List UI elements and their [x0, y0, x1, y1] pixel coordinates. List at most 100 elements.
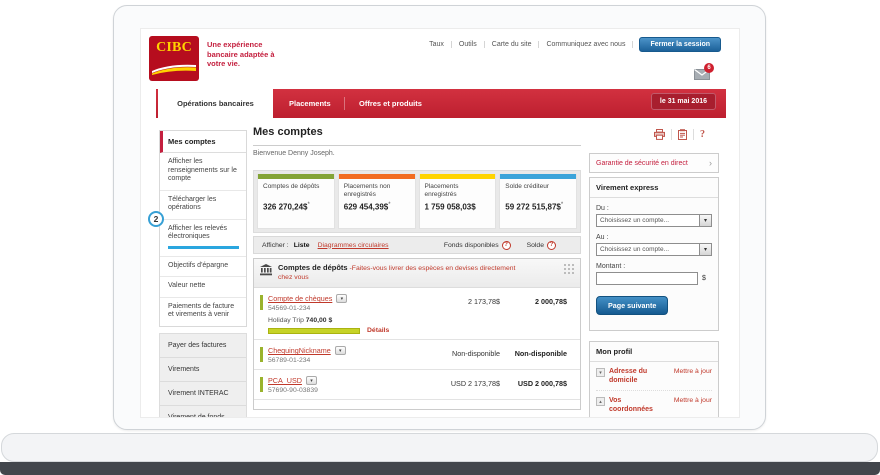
funds-available-value: Non-disponible	[452, 349, 500, 358]
from-account-select[interactable]: Choisissez un compte... ▾	[596, 214, 712, 227]
sidebar-item-renseignements[interactable]: Afficher les renseignements sur le compt…	[160, 153, 246, 191]
tab-offres-et-produits[interactable]: Offres et produits	[359, 99, 422, 108]
account-dropdown-button[interactable]: ▾	[305, 376, 317, 385]
primary-nav: Opérations bancaires Placements Offres e…	[156, 89, 726, 118]
contact-info-link[interactable]: Vos coordonnées	[609, 397, 653, 413]
deposit-accounts-section: Comptes de dépôts -Faites-vous livrer de…	[253, 258, 581, 410]
balance-value: Non-disponible	[514, 349, 567, 358]
tab-operations-bancaires[interactable]: Opérations bancaires	[158, 89, 273, 118]
funds-help-icon[interactable]: ?	[501, 240, 511, 250]
card-color-bar	[500, 174, 576, 179]
sidebar-item-releves-electroniques[interactable]: Afficher les relevés électroniques	[160, 220, 246, 257]
card-value: 1 759 058,03$	[424, 202, 476, 212]
section-header: Comptes de dépôts -Faites-vous livrer de…	[254, 259, 580, 288]
view-toggle-pie-charts[interactable]: Diagrammes circulaires	[317, 241, 389, 249]
express-transfer-panel: Virement express Du : Choisissez un comp…	[589, 177, 719, 331]
drag-handle-icon[interactable]	[563, 263, 574, 276]
sidebar-item-virement-fonds-mondial[interactable]: Virement de fonds mondial	[160, 405, 246, 417]
tutorial-step-badge: 2	[148, 211, 164, 227]
chevron-down-icon: ▾	[699, 244, 711, 255]
account-row-pca-usd: PCA_USD ▾ 57690-90-03839 USD 2 173,78$ US…	[254, 370, 580, 400]
account-dropdown-button[interactable]: ▾	[336, 294, 348, 303]
nav-link-carte-du-site[interactable]: Carte du site	[485, 41, 540, 48]
amount-label: Montant :	[596, 263, 626, 270]
from-label: Du :	[596, 205, 609, 212]
account-link-chequing-nickname[interactable]: ChequingNickname	[268, 346, 331, 355]
balance-value: 2 000,78$	[535, 297, 567, 306]
sidebar-my-accounts-group: Mes comptes Afficher les renseignements …	[159, 130, 247, 327]
print-icon[interactable]	[648, 129, 672, 140]
balance-help-icon[interactable]: ?	[547, 240, 556, 250]
nav-link-outils[interactable]: Outils	[452, 41, 485, 48]
update-link[interactable]: Mettre à jour	[673, 397, 712, 404]
details-link[interactable]: Détails	[367, 327, 390, 334]
card-color-bar	[338, 174, 415, 179]
goal-label: Holiday Trip	[268, 317, 304, 324]
account-number: 56789-01-234	[268, 357, 311, 364]
chevron-down-icon: ▾	[699, 215, 711, 226]
account-link-cheques[interactable]: Compte de chèques	[268, 294, 333, 303]
view-filter-bar: Afficher : Liste Diagrammes circulaires …	[253, 236, 581, 254]
nav-link-communiquez[interactable]: Communiquez avec nous	[539, 41, 634, 48]
account-dropdown-button[interactable]: ▾	[334, 346, 346, 355]
sidebar-item-mes-comptes[interactable]: Mes comptes	[160, 131, 246, 153]
summary-card-deposits: Comptes de dépôts 326 270,24$*	[257, 174, 335, 229]
laptop-base	[1, 433, 878, 462]
view-toggle-list[interactable]: Liste	[293, 241, 310, 249]
page-title: Mes comptes	[253, 126, 323, 138]
divider	[596, 390, 712, 391]
my-profile-panel: Mon profil ▾ Adresse du domicile Mettre …	[589, 341, 719, 417]
account-link-pca-usd[interactable]: PCA_USD	[268, 376, 302, 385]
security-guarantee-link[interactable]: Garantie de sécurité en direct ›	[589, 153, 719, 173]
utility-nav: Taux Outils Carte du site Communiquez av…	[422, 37, 721, 52]
card-color-bar	[419, 174, 496, 179]
welcome-message: Bienvenue Denny Joseph.	[253, 150, 335, 157]
card-footnote: *	[307, 202, 310, 208]
sidebar-item-valeur-nette[interactable]: Valeur nette	[160, 277, 246, 298]
column-header-funds: Fonds disponibles ?	[444, 240, 511, 250]
sidebar-item-paiements-a-venir[interactable]: Paiements de facture et virements à veni…	[168, 302, 235, 319]
chevron-right-icon: ›	[709, 157, 712, 168]
laptop-bottom-edge	[0, 462, 880, 475]
nav-link-taux[interactable]: Taux	[422, 41, 452, 48]
next-page-button[interactable]: Page suivante	[596, 296, 669, 315]
sidebar-item-telecharger[interactable]: Télécharger les opérations	[160, 191, 246, 220]
cibc-logo[interactable]: CIBC	[149, 36, 199, 81]
sidebar-item-virements[interactable]: Virements	[160, 357, 246, 382]
update-link[interactable]: Mettre à jour	[673, 368, 712, 375]
collapse-icon[interactable]: ▴	[596, 397, 605, 406]
section-title: Comptes de dépôts	[278, 263, 348, 272]
tab-placements[interactable]: Placements	[289, 99, 331, 108]
nav-separator	[344, 97, 345, 110]
filter-label: Afficher :	[262, 241, 289, 249]
panel-title: Virement express	[590, 178, 718, 198]
date-badge: le 31 mai 2016	[650, 93, 716, 110]
panel-title: Mon profil	[590, 342, 718, 362]
card-label: Comptes de dépôts	[263, 183, 320, 190]
account-number: 57690-90-03839	[268, 387, 318, 394]
goal-progress-bar	[268, 327, 360, 334]
account-color-bar	[260, 377, 263, 392]
help-icon[interactable]: ?	[700, 129, 705, 140]
currency-symbol: $	[702, 275, 706, 282]
notepad-icon[interactable]	[672, 129, 694, 140]
balance-value: USD 2 000,78$	[517, 379, 567, 388]
to-account-select[interactable]: Choisissez un compte... ▾	[596, 243, 712, 256]
expand-icon[interactable]: ▾	[596, 368, 605, 377]
cibc-logo-text: CIBC	[156, 40, 192, 55]
profile-row-home-address: ▾ Adresse du domicile Mettre à jour	[596, 368, 712, 385]
account-row-cheques: Compte de chèques ▾ 54569-01-234 2 173,78…	[254, 288, 580, 340]
currency-delivery-promo-link[interactable]: -Faites-vous livrer des espèces en devis…	[278, 265, 516, 281]
home-address-link[interactable]: Adresse du domicile	[609, 368, 648, 384]
messages-icon[interactable]: 6	[694, 63, 714, 80]
sidebar-item-payer-des-factures[interactable]: Payer des factures	[160, 333, 246, 358]
bank-icon	[260, 264, 272, 283]
savings-goal: Holiday Trip 740,00 $	[268, 317, 574, 324]
account-color-bar	[260, 295, 263, 310]
sidebar-item-objectifs-epargne[interactable]: Objectifs d'épargne	[160, 257, 246, 277]
amount-input[interactable]	[596, 272, 698, 285]
page-action-icons: ?	[648, 129, 711, 140]
title-divider	[253, 145, 581, 146]
sidebar-item-virement-interac[interactable]: Virement INTERAC	[160, 381, 246, 406]
logout-button[interactable]: Fermer la session	[639, 37, 721, 52]
